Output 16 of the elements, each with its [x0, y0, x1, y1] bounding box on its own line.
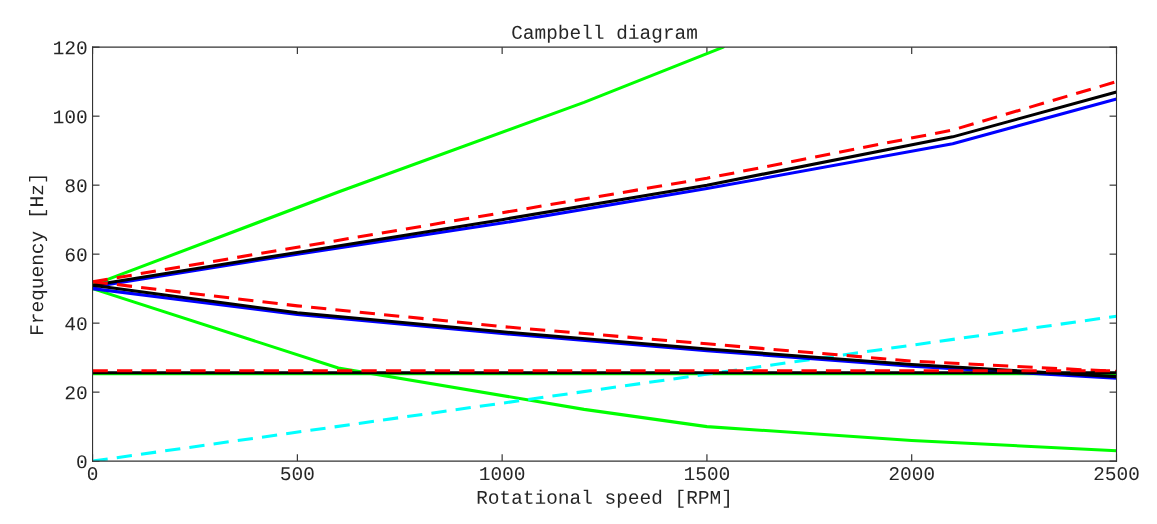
y-tick-label: 120	[54, 41, 87, 55]
x-tick-label: 500	[281, 467, 314, 481]
y-axis-title: Frequency [Hz]	[29, 176, 48, 334]
y-tick-label: 0	[77, 455, 87, 469]
y-tick-label: 60	[65, 248, 87, 262]
chart-title: Campbell diagram	[512, 24, 697, 43]
y-tick-label: 80	[65, 179, 87, 193]
x-axis-title: Rotational speed [RPM]	[477, 489, 729, 508]
y-tick-label: 100	[54, 110, 87, 124]
y-tick-label: 40	[65, 317, 87, 331]
x-tick-label: 1000	[480, 467, 525, 481]
y-tick-label: 20	[65, 386, 87, 400]
x-tick-label: 0	[87, 467, 98, 481]
x-tick-label: 2000	[889, 467, 934, 481]
x-tick-label: 1500	[684, 467, 730, 481]
x-tick-label: 2500	[1094, 467, 1139, 481]
